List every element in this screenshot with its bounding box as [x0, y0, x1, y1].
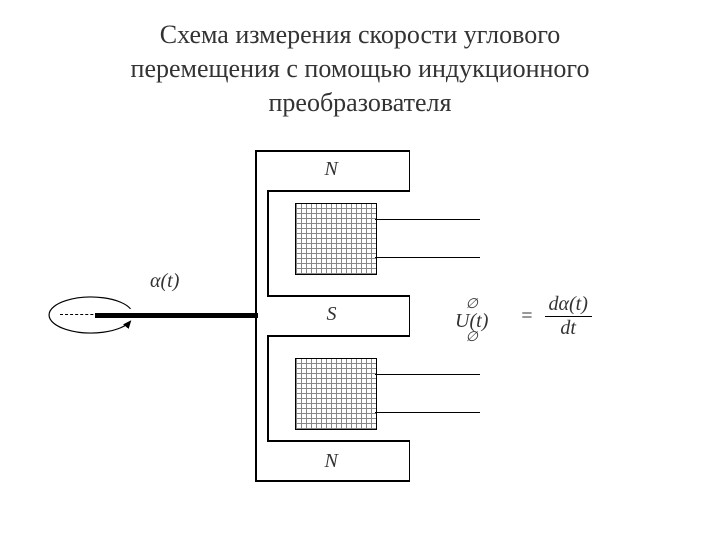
yoke-outline-6	[267, 440, 410, 442]
yoke-outline-9	[409, 440, 411, 480]
terminal-top-icon: ∅	[455, 300, 488, 310]
d-num: d	[549, 293, 559, 315]
yoke-outline-5	[267, 190, 410, 192]
eq-sign: =	[520, 305, 534, 327]
yoke-outline-1	[255, 150, 410, 152]
label-u-t: ∅ U(t) ∅	[455, 300, 488, 343]
alpha-close: )	[173, 270, 180, 292]
yoke-left-wall	[267, 335, 269, 440]
paren-open: (	[569, 293, 576, 315]
yoke-top	[409, 295, 411, 335]
terminal-bot-icon: ∅	[455, 333, 488, 343]
rotation-arrow	[110, 285, 230, 345]
label-n-bot: N	[325, 450, 338, 473]
lead-2b	[375, 412, 480, 413]
coil-bottom	[295, 358, 377, 430]
u-char: U	[455, 310, 469, 332]
paren-close: )	[581, 293, 588, 315]
u-close: )	[482, 310, 489, 332]
yoke-outline-7	[267, 295, 410, 297]
title-line-3: преобразователя	[269, 88, 452, 117]
title-line-2: перемещения с помощью индукционного	[131, 54, 590, 83]
yoke-outline-8	[267, 335, 410, 337]
dt-den: dt	[545, 317, 592, 340]
alpha-num: α	[559, 293, 570, 315]
diagram-stage: N S N α(t) ∅ U(t) ∅ = dα(t)	[0, 140, 720, 520]
yoke-outline-4	[409, 150, 411, 190]
label-alpha-t: α(t)	[150, 270, 179, 293]
formula: = dα(t) dt	[520, 293, 592, 340]
lead-2a	[375, 374, 480, 375]
alpha-char: α	[150, 270, 161, 292]
yoke-outline-10	[267, 190, 269, 295]
label-s-mid: S	[327, 303, 337, 326]
yoke-outline-2	[255, 480, 410, 482]
coil-top	[295, 203, 377, 275]
lead-1b	[375, 257, 480, 258]
label-n-top: N	[325, 158, 338, 181]
title-line-1: Схема измерения скорости углового	[160, 20, 560, 49]
lead-1a	[375, 219, 480, 220]
